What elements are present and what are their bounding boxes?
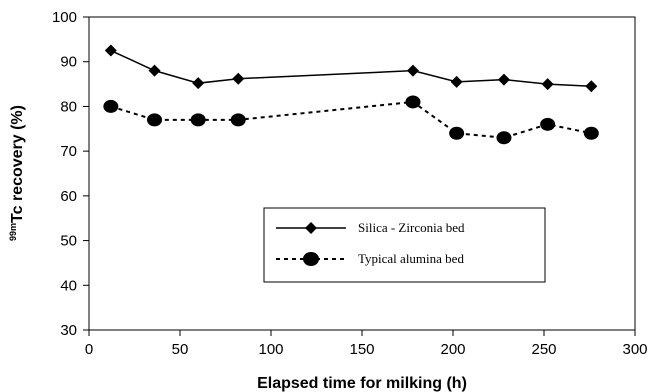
y-axis-title-text: Tc recovery (%) (9, 105, 26, 223)
y-tick-label: 30 (60, 322, 77, 339)
data-point-silica-zirconia (585, 80, 598, 93)
data-point-silica-zirconia (541, 78, 554, 91)
data-point-alumina (405, 95, 421, 109)
y-tick-label: 60 (60, 188, 77, 205)
data-point-alumina (496, 131, 512, 145)
data-point-alumina (103, 99, 119, 113)
data-point-silica-zirconia (497, 73, 510, 86)
y-tick-label: 90 (60, 54, 77, 71)
y-tick-label: 100 (52, 9, 77, 26)
x-tick-label: 300 (622, 341, 647, 358)
data-point-alumina (147, 113, 163, 127)
legend-marker-alumina (303, 252, 319, 266)
y-axis-title: 99mTc recovery (%) (8, 105, 26, 241)
data-point-silica-zirconia (232, 72, 245, 85)
x-tick-label: 150 (349, 341, 374, 358)
data-point-alumina (190, 113, 206, 127)
y-tick-label: 80 (60, 98, 77, 115)
x-tick-label: 200 (440, 341, 465, 358)
data-point-silica-zirconia (148, 64, 161, 77)
x-tick-label: 250 (531, 341, 556, 358)
legend-label-silica: Silica - Zirconia bed (358, 220, 465, 235)
x-tick-label: 50 (172, 341, 189, 358)
y-tick-label: 40 (60, 277, 77, 294)
x-axis: 0 50 100 150 200 250 300 (85, 330, 648, 358)
y-axis: 30 40 50 60 70 80 90 100 (52, 9, 89, 339)
legend-label-alumina: Typical alumina bed (358, 251, 464, 266)
legend: Silica - Zirconia bed Typical alumina be… (263, 207, 546, 283)
legend-box (263, 207, 546, 283)
data-point-silica-zirconia (192, 77, 205, 90)
data-point-alumina (540, 117, 556, 131)
data-point-alumina (449, 126, 465, 140)
series-layer (103, 44, 599, 145)
data-point-alumina (583, 126, 599, 140)
x-tick-label: 100 (258, 341, 283, 358)
x-axis-title: Elapsed time for milking (h) (257, 375, 467, 392)
legend-marker-silica (305, 222, 317, 234)
data-point-silica-zirconia (406, 64, 419, 77)
data-point-silica-zirconia (104, 44, 117, 57)
data-point-alumina (230, 113, 246, 127)
data-point-silica-zirconia (450, 75, 463, 88)
y-tick-label: 70 (60, 143, 77, 160)
y-axis-title-superscript: 99m (8, 223, 18, 241)
x-tick-label: 0 (85, 341, 93, 358)
y-tick-label: 50 (60, 233, 77, 250)
plot-area (88, 16, 636, 331)
